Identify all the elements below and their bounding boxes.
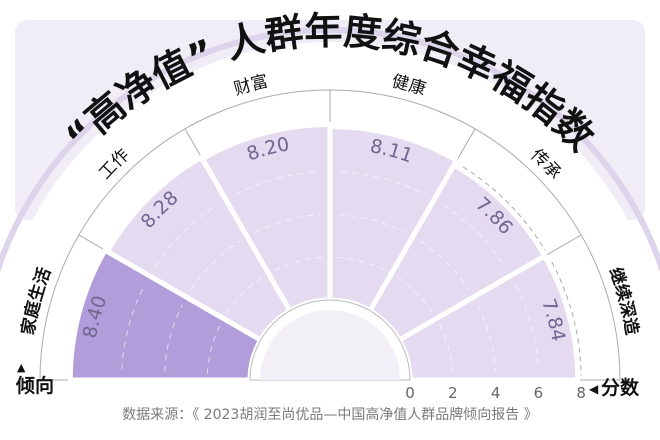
target-line-8	[462, 166, 546, 251]
outer-ring	[0, 27, 660, 273]
gridline-dashed	[190, 240, 241, 291]
gridline-dashed	[206, 324, 222, 374]
value-tick-label: 2	[448, 384, 458, 402]
gridline-dashed	[121, 285, 145, 370]
gridline-dashed	[226, 276, 264, 314]
value-tick-label: 4	[491, 384, 501, 402]
value-tick-label: 6	[534, 384, 544, 402]
gridline-dashed	[515, 285, 539, 370]
bars	[67, 122, 582, 383]
value-tick-label: 0	[405, 384, 415, 402]
hub-inner	[260, 310, 400, 380]
gridline-dashed	[477, 304, 496, 372]
gridline-dashed	[254, 214, 322, 233]
target-line-8	[551, 261, 582, 376]
gridline-dashed	[336, 256, 386, 272]
category-axis-arrow-icon: ▲	[17, 361, 26, 374]
gridline-dashed	[340, 171, 425, 195]
value-axis-label: 分数	[601, 376, 640, 399]
gridline-dashed	[438, 324, 454, 374]
value-tick-label: 8	[576, 384, 586, 402]
gridline-dashed	[419, 240, 470, 291]
gridline-dashed	[164, 304, 183, 372]
gridline-dashed	[396, 276, 434, 314]
gridline-dashed	[274, 256, 324, 272]
category-axis-label: 倾向	[15, 374, 54, 397]
gridline-dashed	[235, 171, 320, 195]
gridline-dashed	[338, 214, 406, 233]
source-note: 数据来源：《 2023胡润至尚优品—中国高净值人群品牌倾向报告 》	[122, 407, 538, 423]
gridline-dashed	[154, 204, 217, 267]
gridline-dashed	[443, 204, 506, 267]
value-axis-arrow-icon: ◀	[589, 382, 599, 396]
